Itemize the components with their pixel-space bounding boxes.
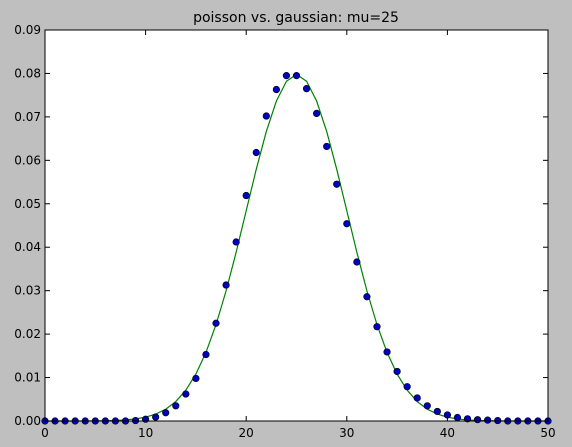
poisson-point (202, 350, 210, 359)
y-tick-label: 0.02 (14, 327, 41, 341)
poisson-point (272, 85, 280, 94)
poisson-point (262, 112, 270, 120)
poisson-point (403, 383, 411, 391)
poisson-point (453, 413, 462, 422)
y-tick-label: 0.03 (14, 284, 41, 298)
x-axis: 0 10 20 30 40 50 (41, 30, 556, 440)
poisson-point (323, 142, 331, 151)
poisson-point (363, 293, 371, 301)
poisson-point (162, 409, 170, 417)
poisson-point (343, 220, 351, 228)
y-tick-label: 0.04 (14, 240, 41, 254)
x-tick-label: 20 (239, 426, 254, 440)
x-tick-label: 0 (41, 426, 49, 440)
y-tick-label: 0.00 (14, 414, 41, 428)
y-tick-label: 0.05 (14, 197, 41, 211)
poisson-point (252, 148, 260, 157)
poisson-point (232, 238, 240, 246)
chart-title: poisson vs. gaussian: mu=25 (193, 10, 399, 26)
y-tick-label: 0.08 (14, 66, 41, 80)
poisson-point (282, 72, 291, 80)
poisson-point (192, 374, 200, 383)
y-tick-label: 0.09 (14, 23, 41, 37)
poisson-point (302, 85, 311, 93)
poisson-point (333, 180, 341, 188)
x-tick-label: 10 (138, 426, 153, 440)
poisson-point (433, 407, 441, 416)
x-tick-label: 50 (540, 426, 555, 440)
y-axis: 0.00 0.01 0.02 0.03 0.04 0.05 0.06 0.07 0.08 0.09 (14, 23, 548, 428)
plot-frame (44, 29, 549, 422)
poisson-point (423, 402, 431, 410)
y-tick-label: 0.07 (14, 110, 41, 124)
poisson-point (242, 191, 250, 200)
poisson-point (413, 394, 421, 402)
x-tick-label: 30 (339, 426, 354, 440)
y-tick-label: 0.06 (14, 153, 41, 167)
y-tick-label: 0.01 (14, 371, 41, 385)
poisson-point (292, 72, 301, 80)
x-tick-label: 40 (440, 426, 455, 440)
poisson-point (484, 416, 492, 424)
poisson-point (463, 415, 472, 423)
poisson-point (182, 390, 190, 398)
poisson-point (212, 319, 220, 327)
poisson-point (383, 348, 391, 356)
poisson-point (152, 413, 160, 421)
poisson-point (373, 323, 381, 331)
poisson-point (393, 367, 401, 376)
poisson-point (353, 258, 361, 266)
plot-area (45, 30, 548, 421)
poisson-point (172, 402, 180, 410)
poisson-point (222, 281, 230, 289)
poisson-point (473, 416, 482, 424)
poisson-point (313, 109, 321, 118)
